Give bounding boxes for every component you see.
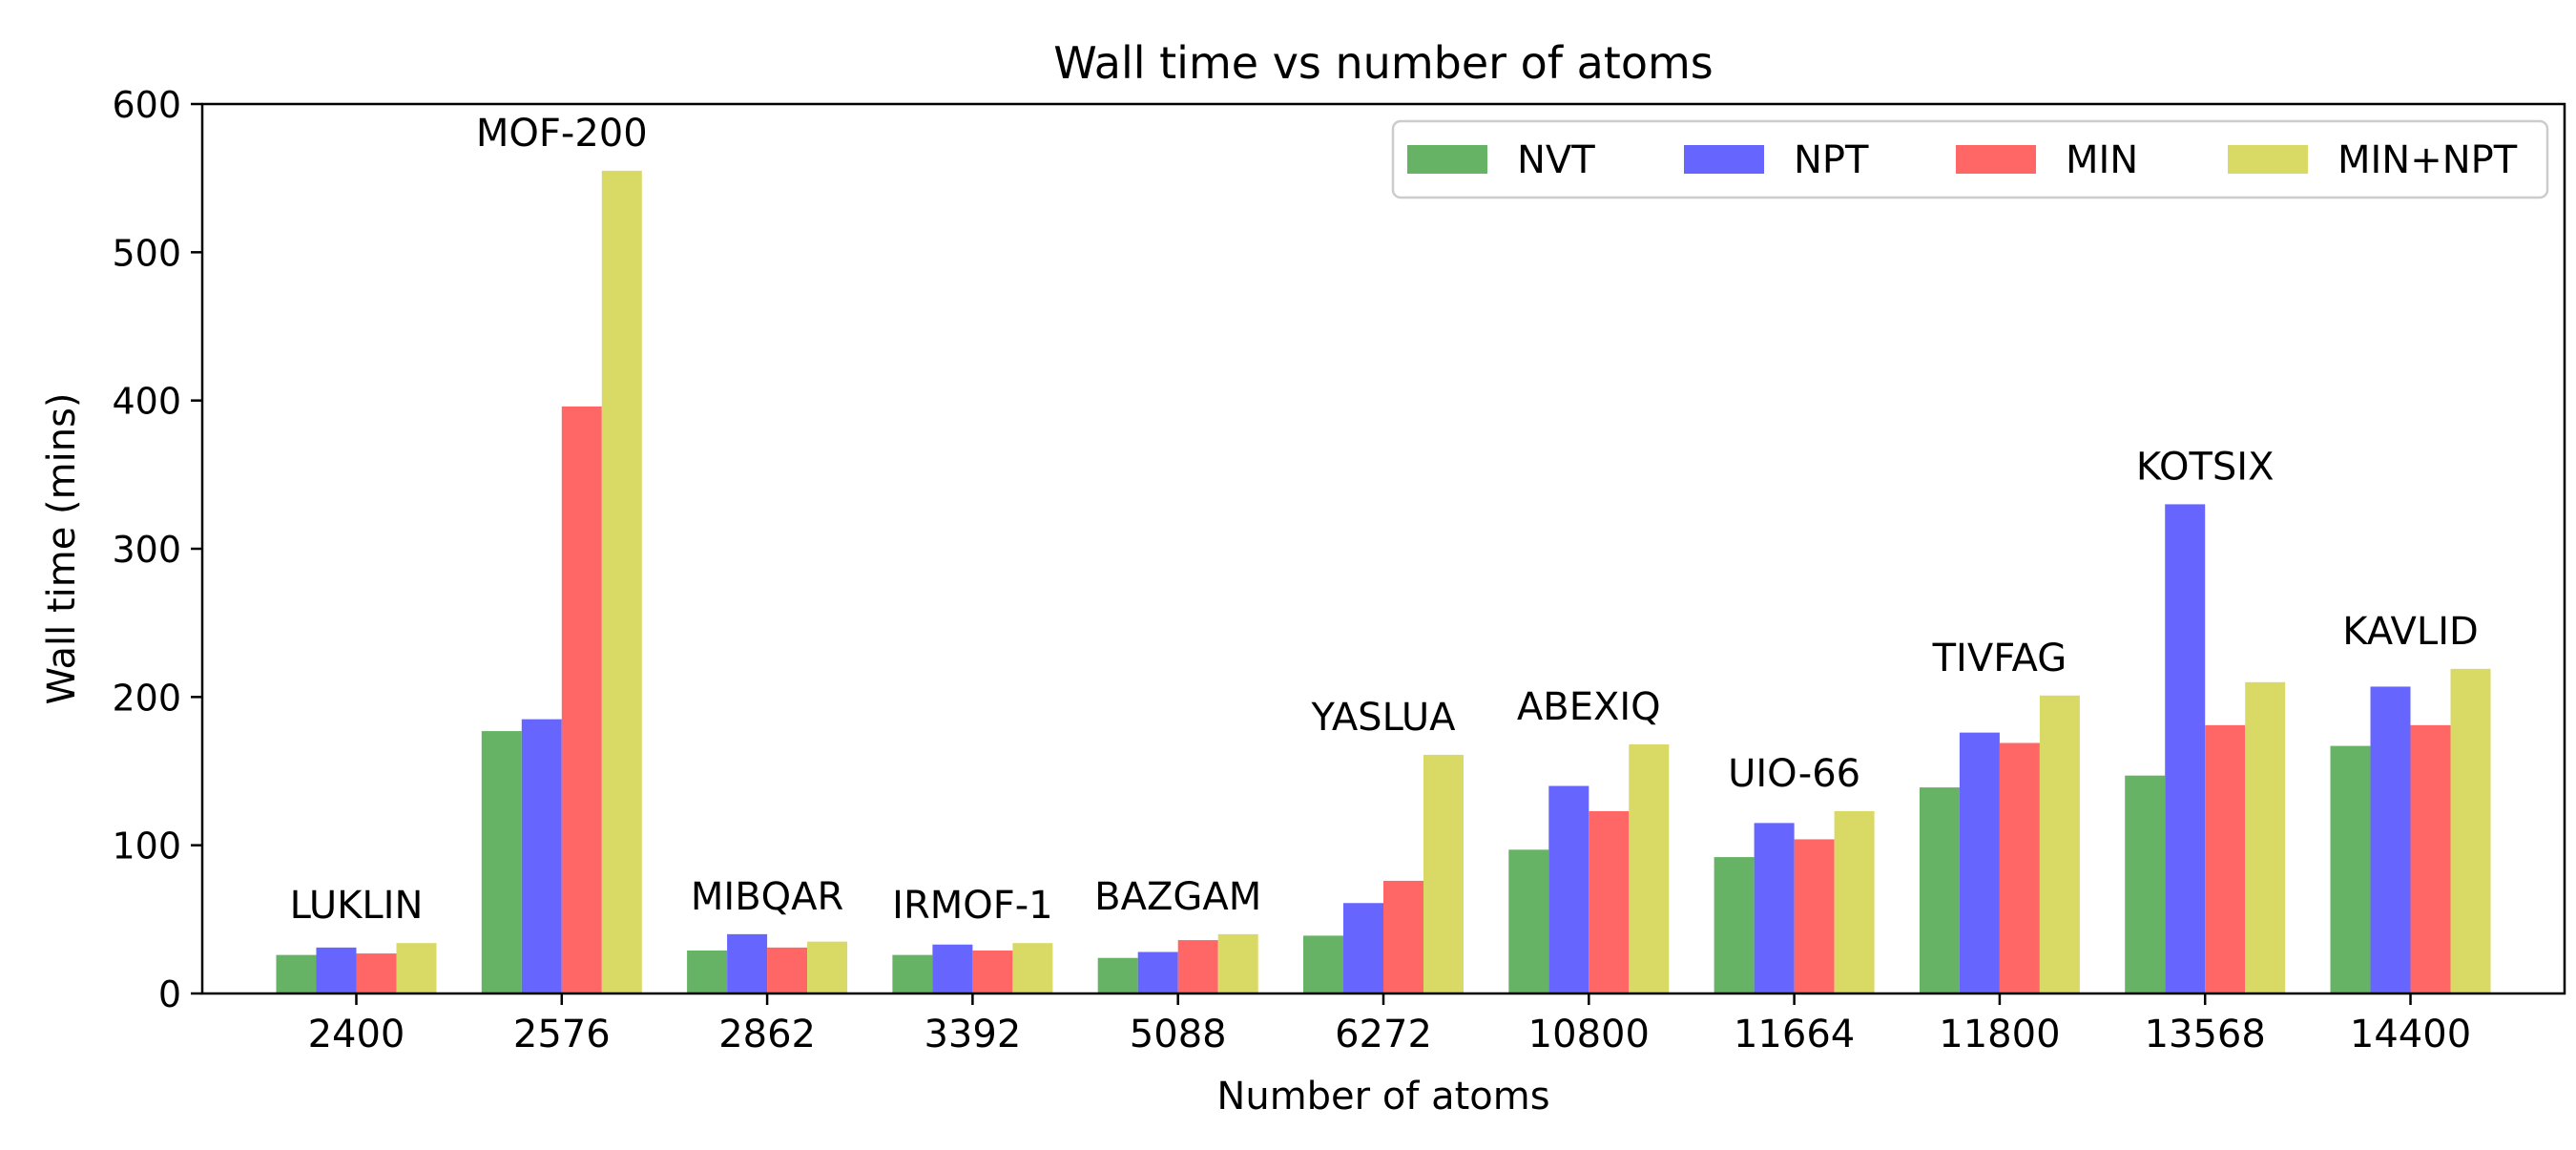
legend-swatch bbox=[2228, 145, 2308, 174]
legend-swatch bbox=[1956, 145, 2036, 174]
group-label: ABEXIQ bbox=[1517, 685, 1661, 729]
bar-nvt bbox=[1303, 935, 1343, 993]
bar-npt bbox=[1959, 732, 2000, 993]
bar-npt bbox=[1754, 823, 1795, 993]
group-label: UIO-66 bbox=[1728, 752, 1860, 796]
bar-npt bbox=[727, 933, 768, 993]
y-axis-label: Wall time (mins) bbox=[40, 392, 84, 704]
group-label: TIVFAG bbox=[1932, 637, 2067, 680]
bar-min bbox=[1589, 810, 1630, 993]
bar-min bbox=[1383, 880, 1423, 993]
bar-nvt bbox=[481, 731, 522, 993]
y-tick-label: 300 bbox=[112, 529, 181, 571]
bar-min bbox=[1177, 940, 1218, 993]
bar-nvt bbox=[1714, 857, 1755, 993]
bar-npt bbox=[2165, 504, 2206, 993]
axes-layer: 0 100 200 300 400 500 600 2400 2576 2862 3392 5088 6… bbox=[112, 84, 2566, 1056]
legend-label: NVT bbox=[1517, 138, 1595, 182]
x-tick-label: 2862 bbox=[718, 1013, 816, 1056]
legend-label: MIN bbox=[2066, 138, 2138, 182]
group-label: IRMOF-1 bbox=[892, 884, 1052, 928]
group-label: BAZGAM bbox=[1094, 875, 1261, 919]
bar-nvt bbox=[1097, 957, 1138, 993]
bar-min-npt bbox=[807, 941, 848, 993]
bar-min bbox=[561, 406, 602, 993]
bar-min bbox=[972, 950, 1013, 993]
bar-npt bbox=[521, 719, 562, 993]
group-label: KOTSIX bbox=[2136, 445, 2275, 489]
x-tick-label: 11800 bbox=[1939, 1013, 2060, 1056]
x-tick-label: 13568 bbox=[2145, 1013, 2266, 1056]
y-tick-label: 200 bbox=[112, 677, 181, 719]
legend-label: NPT bbox=[1794, 138, 1869, 182]
group-label: KAVLID bbox=[2342, 610, 2479, 654]
group-label: LUKLIN bbox=[290, 884, 424, 928]
group-labels-layer: LUKLIN MOF-200 MIBQAR IRMOF-1 BAZGAM YASLUA AB… bbox=[290, 112, 2479, 928]
bars-layer bbox=[276, 170, 2491, 993]
x-tick-label: 6272 bbox=[1335, 1013, 1432, 1056]
bar-min-npt bbox=[1834, 810, 1875, 993]
y-tick-label: 600 bbox=[112, 84, 181, 126]
x-tick-label: 5088 bbox=[1130, 1013, 1227, 1056]
bar-min bbox=[356, 953, 397, 993]
group-label: MOF-200 bbox=[476, 112, 648, 156]
legend-label: MIN+NPT bbox=[2337, 138, 2518, 182]
y-tick-label: 400 bbox=[112, 381, 181, 423]
bar-nvt bbox=[687, 950, 728, 993]
bar-nvt bbox=[1919, 787, 1960, 993]
x-tick-label: 14400 bbox=[2350, 1013, 2471, 1056]
chart-title: Wall time vs number of atoms bbox=[1053, 37, 1714, 89]
bar-npt bbox=[932, 944, 973, 993]
bar-min-npt bbox=[1012, 943, 1053, 993]
x-tick-label: 10800 bbox=[1528, 1013, 1650, 1056]
legend-swatch bbox=[1407, 145, 1487, 174]
bar-min bbox=[2410, 724, 2451, 993]
bar-min-npt bbox=[2450, 668, 2491, 993]
bar-min-npt bbox=[1423, 754, 1464, 993]
bar-min bbox=[1794, 839, 1835, 993]
bar-nvt bbox=[2125, 775, 2166, 993]
bar-min bbox=[1999, 742, 2040, 993]
y-tick-label: 100 bbox=[112, 826, 181, 868]
bar-min-npt bbox=[601, 170, 642, 993]
bar-min-npt bbox=[2039, 695, 2080, 993]
bar-min-npt bbox=[396, 943, 437, 993]
bar-nvt bbox=[892, 954, 933, 993]
bar-min bbox=[767, 947, 808, 993]
legend: NVT NPT MIN MIN+NPT bbox=[1391, 119, 2549, 199]
bar-npt bbox=[1137, 951, 1178, 993]
legend-swatch bbox=[1684, 145, 1764, 174]
x-tick-label: 2400 bbox=[308, 1013, 405, 1056]
bar-npt bbox=[316, 947, 357, 993]
bar-npt bbox=[2370, 686, 2411, 993]
bar-min-npt bbox=[2245, 681, 2286, 993]
bar-nvt bbox=[276, 954, 317, 993]
x-tick-label: 3392 bbox=[924, 1013, 1021, 1056]
bar-npt bbox=[1548, 785, 1589, 993]
x-tick-label: 2576 bbox=[513, 1013, 611, 1056]
bar-npt bbox=[1343, 903, 1383, 993]
y-tick-label: 0 bbox=[158, 973, 181, 1015]
x-axis-label: Number of atoms bbox=[1216, 1075, 1549, 1119]
bar-nvt bbox=[1508, 849, 1549, 993]
group-label: MIBQAR bbox=[691, 875, 843, 919]
bar-nvt bbox=[2330, 745, 2371, 993]
bar-min-npt bbox=[1629, 744, 1670, 993]
x-tick-label: 11664 bbox=[1734, 1013, 1855, 1056]
group-label: YASLUA bbox=[1310, 696, 1456, 740]
bar-min-npt bbox=[1217, 933, 1258, 993]
bar-min bbox=[2205, 724, 2246, 993]
y-tick-label: 500 bbox=[112, 232, 181, 274]
